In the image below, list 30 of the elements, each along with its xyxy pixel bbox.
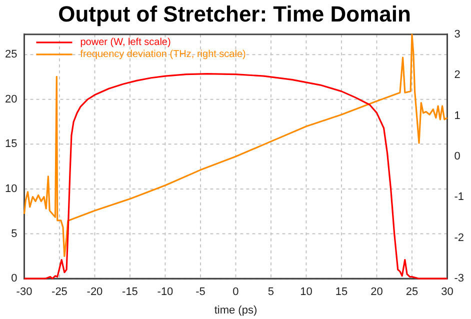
x-tick-label: 25 [406, 286, 418, 298]
x-tick-label: 10 [300, 286, 312, 298]
y-tick-label: 20 [4, 93, 18, 106]
x-tick-label: -30 [16, 286, 32, 298]
x-tick-label: 30 [441, 286, 454, 298]
x-axis-title: time (ps) [214, 304, 258, 316]
y-tick-label: 5 [11, 228, 18, 240]
x-tick-label: -5 [196, 286, 206, 298]
y2-tick-label: -1 [454, 191, 464, 204]
x-tick-label: -10 [157, 286, 174, 298]
y-tick-label: 15 [4, 138, 18, 150]
y2-tick-label: 3 [454, 28, 460, 40]
chart-title: Output of Stretcher: Time Domain [58, 1, 411, 26]
y2-tick-label: -2 [454, 232, 464, 244]
y2-tick-label: 2 [454, 69, 460, 82]
y-tick-label: 0 [11, 272, 18, 285]
legend-label: frequency deviation (THz, right scale) [80, 49, 246, 60]
y-tick-label: 25 [4, 48, 18, 61]
x-tick-label: -20 [86, 286, 103, 298]
x-tick-label: 20 [370, 286, 383, 298]
x-tick-label: 5 [268, 286, 274, 298]
legend-label: power (W, left scale) [80, 37, 171, 48]
y-tick-label: 10 [4, 183, 18, 196]
x-tick-label: -15 [122, 286, 138, 298]
y2-tick-label: -3 [454, 272, 464, 285]
x-tick-label: -25 [52, 286, 68, 298]
y2-tick-label: 0 [454, 150, 460, 163]
y2-tick-label: 1 [454, 110, 460, 122]
x-tick-label: 15 [335, 286, 348, 298]
x-tick-label: 0 [232, 286, 239, 298]
